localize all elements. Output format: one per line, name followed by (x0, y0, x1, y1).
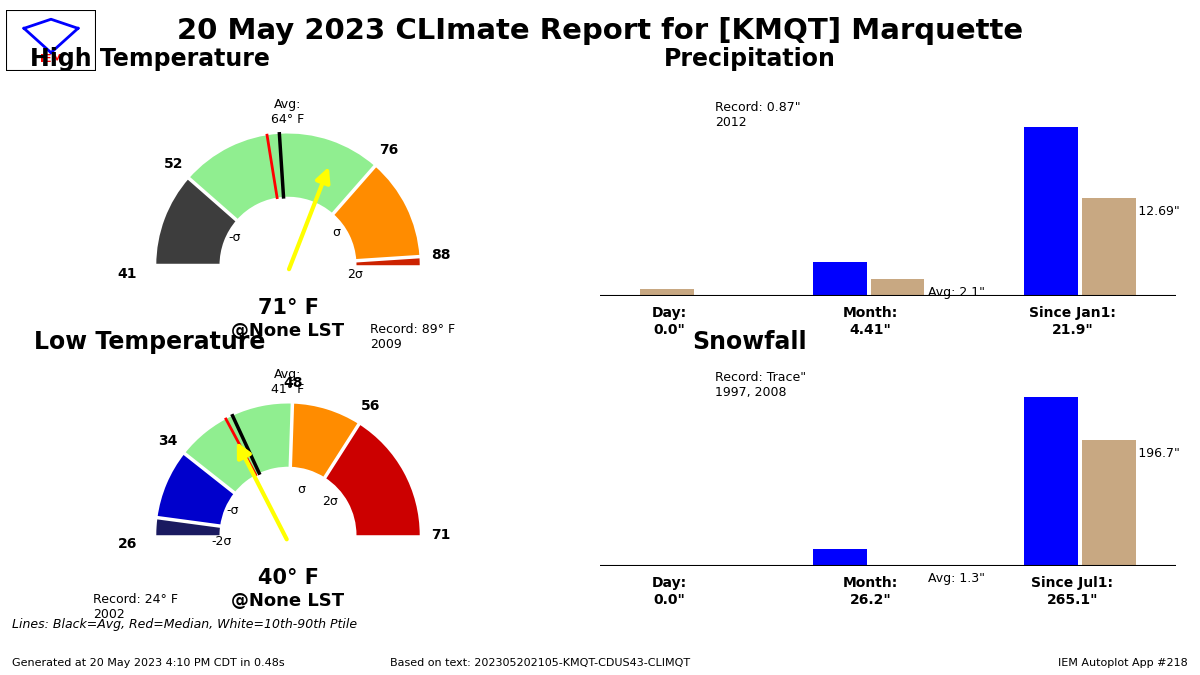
Text: σ: σ (298, 483, 306, 495)
Wedge shape (356, 256, 420, 265)
Wedge shape (157, 454, 234, 526)
Wedge shape (185, 416, 259, 493)
Text: Avg: 12.69": Avg: 12.69" (1106, 205, 1180, 218)
Text: Day:
0.0": Day: 0.0" (652, 576, 686, 607)
Text: 41: 41 (118, 267, 137, 281)
Text: IEM Autoplot App #218: IEM Autoplot App #218 (1058, 658, 1188, 668)
Text: -σ: -σ (228, 232, 241, 244)
Text: σ: σ (332, 226, 341, 240)
Wedge shape (156, 178, 236, 265)
Wedge shape (290, 404, 359, 477)
Wedge shape (325, 424, 420, 535)
Text: Record: 89° F
2009: Record: 89° F 2009 (370, 323, 455, 351)
Text: 2σ: 2σ (347, 268, 362, 281)
Text: 71° F: 71° F (258, 298, 318, 318)
Text: Day:
0.0": Day: 0.0" (652, 306, 686, 337)
Text: 76: 76 (379, 143, 398, 157)
Text: @None LST: @None LST (232, 592, 344, 610)
Text: 52: 52 (163, 157, 182, 171)
Wedge shape (280, 134, 374, 214)
Text: IEM: IEM (40, 53, 62, 63)
Text: Avg: 1.3": Avg: 1.3" (929, 572, 985, 585)
Text: 71: 71 (431, 529, 450, 542)
Wedge shape (188, 134, 283, 220)
Text: 56: 56 (360, 400, 380, 414)
Text: 88: 88 (431, 248, 450, 262)
Text: Month:
26.2": Month: 26.2" (844, 576, 899, 607)
Text: Avg: 2.1": Avg: 2.1" (929, 286, 985, 300)
Text: Snowfall: Snowfall (692, 330, 808, 354)
Text: 48: 48 (283, 375, 302, 389)
Text: Low Temperature: Low Temperature (35, 330, 265, 354)
Text: Record: Trace"
1997, 2008: Record: Trace" 1997, 2008 (715, 371, 806, 399)
Text: 34: 34 (158, 433, 178, 448)
Text: Avg:
41° F: Avg: 41° F (271, 368, 305, 396)
Text: High Temperature: High Temperature (30, 47, 270, 71)
Text: Based on text: 202305202105-KMQT-CDUS43-CLIMQT: Based on text: 202305202105-KMQT-CDUS43-… (390, 658, 690, 668)
Text: 20 May 2023 CLImate Report for [KMQT] Marquette: 20 May 2023 CLImate Report for [KMQT] Ma… (176, 17, 1024, 45)
Wedge shape (233, 404, 293, 473)
Wedge shape (334, 166, 420, 261)
Text: @None LST: @None LST (232, 322, 344, 340)
Text: Precipitation: Precipitation (664, 47, 836, 71)
Text: Avg:
64° F: Avg: 64° F (271, 98, 305, 126)
Text: -σ: -σ (227, 504, 239, 516)
Text: 2σ: 2σ (322, 495, 337, 508)
Text: Record: 0.87"
2012: Record: 0.87" 2012 (715, 101, 800, 129)
Text: 40° F: 40° F (258, 568, 318, 588)
Text: Since Jul1:
265.1": Since Jul1: 265.1" (1031, 576, 1114, 607)
Text: Record: 24° F
2002: Record: 24° F 2002 (94, 593, 178, 621)
Text: Since Jan1:
21.9": Since Jan1: 21.9" (1028, 306, 1116, 337)
Text: Generated at 20 May 2023 4:10 PM CDT in 0.48s: Generated at 20 May 2023 4:10 PM CDT in … (12, 658, 284, 668)
Text: Avg: 196.7": Avg: 196.7" (1106, 448, 1180, 460)
Text: -2σ: -2σ (211, 535, 232, 547)
Text: Lines: Black=Avg, Red=Median, White=10th-90th Ptile: Lines: Black=Avg, Red=Median, White=10th… (12, 618, 358, 631)
Text: 26: 26 (118, 537, 137, 551)
Text: Month:
4.41": Month: 4.41" (844, 306, 899, 337)
Wedge shape (156, 518, 220, 535)
